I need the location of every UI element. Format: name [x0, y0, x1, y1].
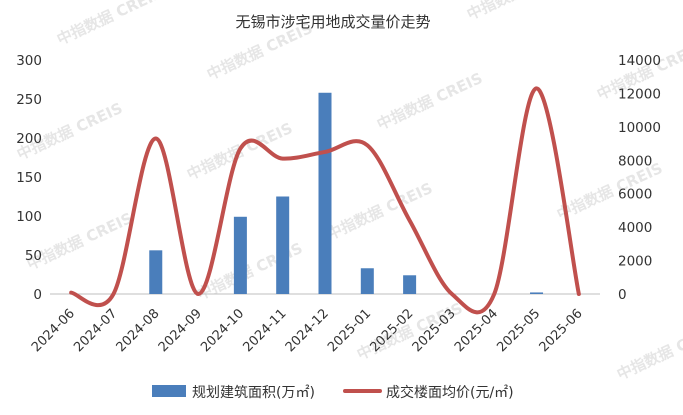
bar-series: [149, 92, 544, 294]
y-right-tick-label: 0: [618, 287, 627, 303]
watermark-text: 中指数据 CREIS: [374, 69, 485, 134]
bar: [318, 92, 332, 294]
y-left-tick-label: 200: [16, 131, 42, 147]
bar: [276, 196, 290, 294]
x-tick-label: 2024-06: [29, 306, 78, 355]
watermark-text: 中指数据 CREIS: [464, 0, 575, 24]
y-left-tick-label: 150: [16, 170, 42, 186]
legend-swatch-bar: [152, 385, 186, 397]
x-tick-label: 2024-08: [114, 306, 163, 355]
x-tick-label: 2024-11: [240, 306, 289, 355]
bar: [403, 275, 417, 294]
y-left-tick-label: 250: [16, 92, 42, 108]
x-axis: 2024-062024-072024-082024-092024-102024-…: [29, 306, 586, 355]
watermark-text: 中指数据 CREIS: [54, 0, 165, 49]
watermark-text: 中指数据 CREIS: [614, 319, 683, 384]
line-series: [69, 86, 581, 315]
bar: [233, 216, 247, 294]
y-right-tick-label: 2000: [618, 254, 652, 270]
left-axis: 0 50 100 150 200 250 300: [16, 53, 42, 303]
x-tick-label: 2025-06: [537, 306, 586, 355]
right-axis: 0 2000 4000 6000 8000 10000 12000 14000: [618, 53, 661, 303]
x-tick-label: 2024-09: [156, 306, 205, 355]
bar: [360, 268, 374, 294]
y-left-tick-label: 50: [25, 248, 42, 264]
x-tick-label: 2025-05: [494, 306, 543, 355]
y-left-tick-label: 300: [16, 53, 42, 69]
x-tick-label: 2024-07: [71, 306, 120, 355]
bar: [149, 250, 163, 294]
y-right-tick-label: 10000: [618, 120, 661, 136]
y-right-tick-label: 14000: [618, 53, 661, 69]
bar: [530, 292, 544, 294]
y-right-tick-label: 8000: [618, 153, 652, 169]
x-tick-label: 2024-10: [198, 306, 247, 355]
y-right-tick-label: 4000: [618, 220, 652, 236]
legend: 规划建筑面积(万㎡) 成交楼面均价(元/㎡): [152, 384, 514, 401]
y-right-tick-label: 12000: [618, 86, 661, 102]
y-left-tick-label: 0: [33, 287, 42, 303]
chart-title: 无锡市涉宅用地成交量价走势: [235, 13, 430, 31]
legend-label-line: 成交楼面均价(元/㎡): [386, 384, 514, 401]
x-tick-label: 2024-12: [283, 306, 332, 355]
legend-label-bar: 规划建筑面积(万㎡): [192, 385, 315, 401]
y-left-tick-label: 100: [16, 209, 42, 225]
y-right-tick-label: 6000: [618, 187, 652, 203]
